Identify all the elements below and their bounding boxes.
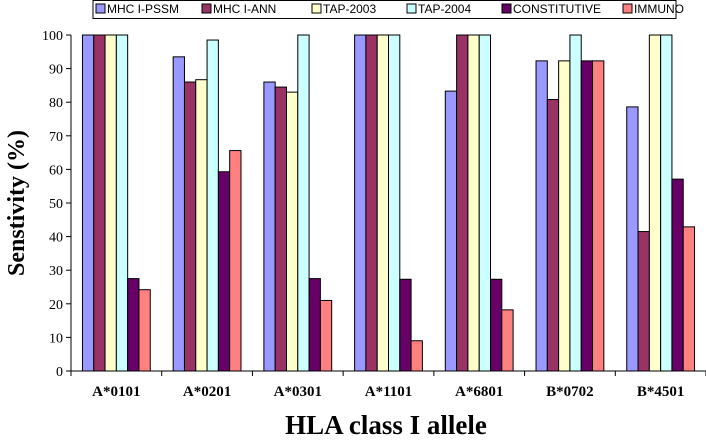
y-tick-label: 40 — [49, 231, 63, 246]
legend-swatch — [406, 3, 417, 14]
legend-box — [92, 0, 677, 19]
bar-tap-2003-a0201 — [195, 79, 208, 372]
bar-mhc-i-ann-a1101 — [365, 34, 378, 372]
bar-mhc-i-pssm-a0201 — [172, 56, 185, 372]
bar-constitutive-a0101 — [127, 278, 140, 372]
y-tick-label: 20 — [49, 298, 63, 313]
bar-mhc-i-pssm-a0101 — [81, 34, 95, 372]
legend-label: MHC I-PSSM — [107, 2, 179, 16]
legend-swatch — [622, 3, 633, 14]
bar-tap-2004-b4501 — [660, 34, 673, 372]
bar-immuno-a0301 — [319, 299, 333, 372]
bar-tap-2003-a6801 — [467, 34, 480, 372]
bar-constitutive-a6801 — [490, 278, 503, 372]
legend-label: TAP-2003 — [323, 2, 376, 16]
x-tick-label: B*4501 — [637, 384, 685, 400]
bar-mhc-i-pssm-a0301 — [263, 81, 276, 372]
x-tick-label: A*1101 — [365, 384, 413, 400]
bar-mhc-i-pssm-a1101 — [354, 34, 367, 372]
bar-tap-2004-a0301 — [297, 34, 310, 372]
legend-swatch — [95, 3, 106, 14]
bar-tap-2003-a1101 — [376, 34, 390, 372]
legend: MHC I-PSSM MHC I-ANN TAP-2003 TAP-2004 CONST… — [92, 0, 684, 19]
bar-constitutive-b4501 — [671, 178, 684, 372]
bar-constitutive-a1101 — [399, 278, 412, 372]
bar-tap-2004-b0702 — [569, 34, 582, 372]
bar-immuno-b4501 — [682, 226, 696, 372]
bar-tap-2003-a0101 — [104, 34, 117, 372]
x-axis-title: HLA class I allele — [285, 410, 487, 440]
y-tick-label: 0 — [56, 365, 63, 380]
bar-tap-2003-b4501 — [648, 34, 662, 372]
bar-mhc-i-ann-a6801 — [456, 34, 469, 372]
bar-mhc-i-ann-a0301 — [274, 86, 287, 372]
legend-swatch — [201, 3, 212, 14]
y-tick-label: 60 — [49, 163, 63, 178]
x-tick-label: A*0201 — [183, 384, 231, 400]
x-tick-label: A*0101 — [92, 384, 140, 400]
y-tick-label: 70 — [49, 130, 63, 145]
y-tick-label: 90 — [49, 63, 63, 78]
bar-constitutive-a0201 — [217, 171, 231, 372]
bar-tap-2003-a0301 — [285, 91, 299, 372]
bar-mhc-i-pssm-a6801 — [444, 90, 458, 372]
bar-mhc-i-ann-b4501 — [637, 231, 650, 372]
bar-tap-2004-a0101 — [115, 34, 129, 372]
x-tick-label: A*0301 — [274, 384, 322, 400]
bar-immuno-a0201 — [229, 150, 242, 372]
legend-label: CONSTITUTIVE — [513, 2, 601, 16]
bars-group — [81, 34, 696, 372]
legend-swatch — [311, 3, 322, 14]
x-tick-label: B*0702 — [546, 384, 594, 400]
bar-tap-2004-a1101 — [388, 34, 401, 372]
y-tick-label: 80 — [49, 96, 63, 111]
y-tick-label: 100 — [42, 29, 63, 44]
y-tick-label: 50 — [49, 197, 63, 212]
bar-mhc-i-pssm-b4501 — [626, 106, 639, 372]
bar-immuno-a6801 — [501, 309, 514, 372]
legend-label: TAP-2004 — [418, 2, 471, 16]
bar-immuno-a0101 — [138, 289, 151, 372]
y-tick-label: 10 — [49, 331, 63, 346]
bar-mhc-i-ann-a0201 — [183, 81, 197, 372]
bar-tap-2004-a0201 — [206, 39, 219, 372]
bar-mhc-i-ann-b0702 — [546, 99, 560, 372]
bar-tap-2004-a6801 — [478, 34, 492, 372]
bar-tap-2003-b0702 — [558, 60, 571, 372]
legend-label: IMMUNO — [634, 2, 684, 16]
y-axis-title: Senstivity (%) — [4, 130, 30, 276]
bar-constitutive-a0301 — [308, 278, 321, 372]
x-tick-label: A*6801 — [455, 384, 503, 400]
legend-swatch — [501, 3, 512, 14]
bar-mhc-i-pssm-b0702 — [535, 60, 548, 372]
bar-mhc-i-ann-a0101 — [93, 34, 106, 372]
axes-group: 0 10 20 30 40 50 60 70 80 90 100 A*0101 A*0201 A*0301… — [42, 29, 706, 400]
legend-label: MHC I-ANN — [213, 2, 276, 16]
y-tick-label: 30 — [49, 264, 63, 279]
bar-constitutive-b0702 — [580, 60, 594, 372]
bar-immuno-a1101 — [410, 340, 423, 372]
bar-immuno-b0702 — [592, 60, 605, 372]
